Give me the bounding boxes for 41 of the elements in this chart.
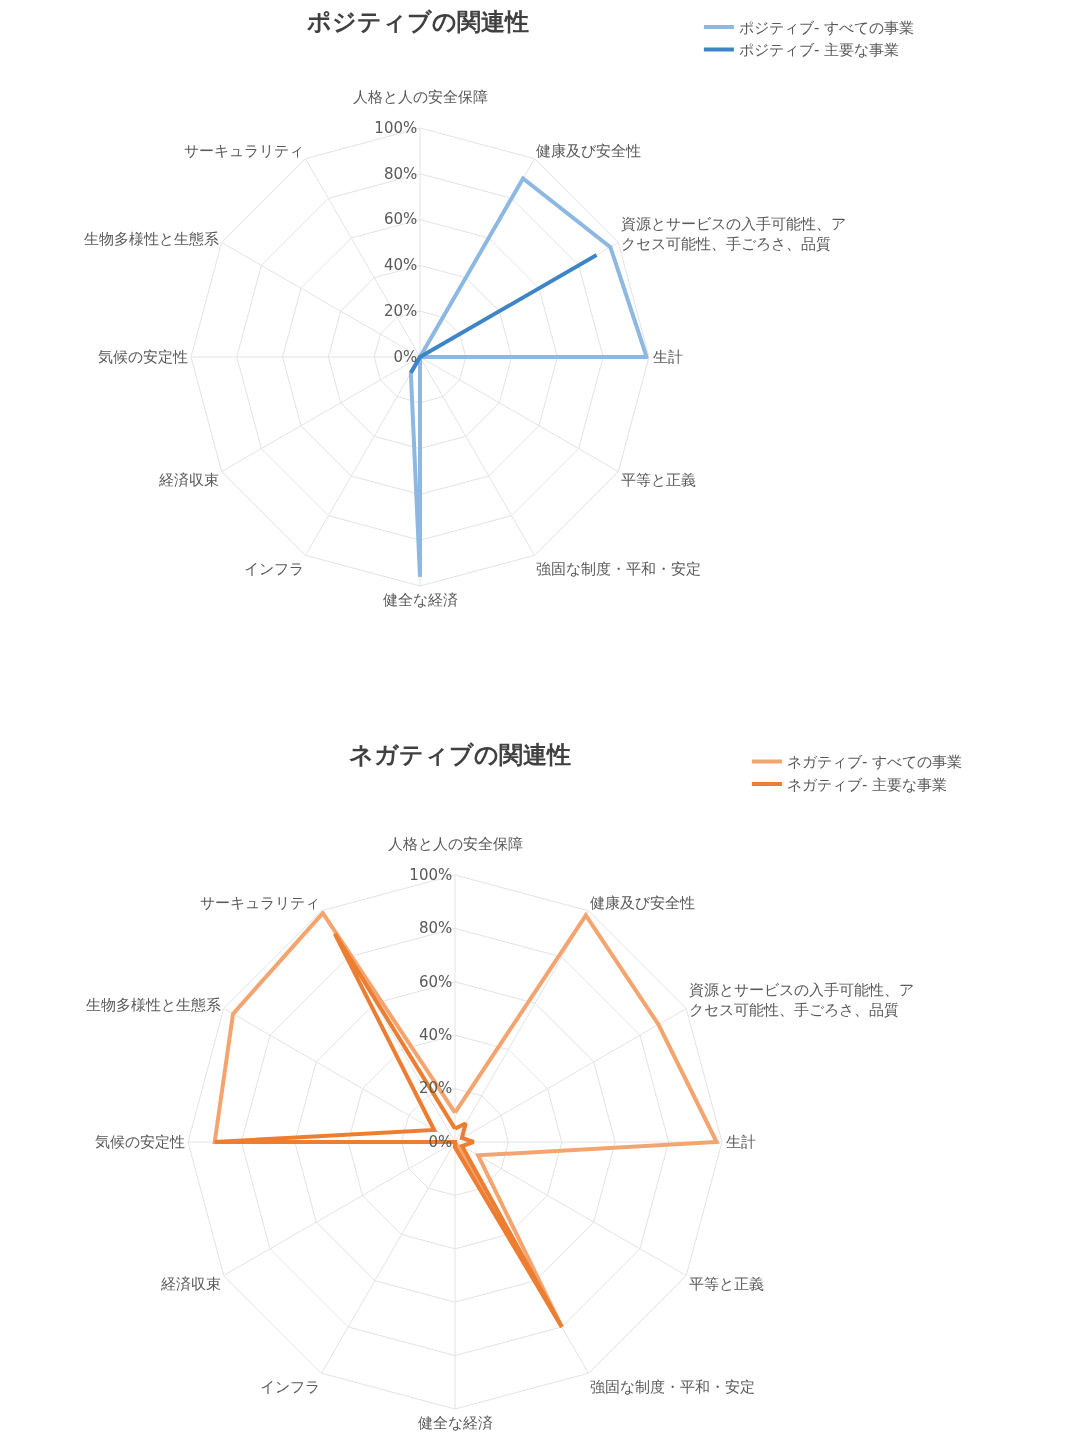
- chart-title: ネガティブの関連性: [349, 741, 571, 770]
- spoke-label: 健康及び安全性: [536, 141, 642, 160]
- y-tick-label: 80%: [418, 919, 453, 938]
- spoke-label: 生物多様性と生態系: [85, 995, 221, 1014]
- spoke-label: 強固な制度・平和・安定: [590, 1377, 756, 1396]
- y-tick-label: 40%: [383, 256, 418, 275]
- y-tick-label: 100%: [409, 865, 453, 884]
- legend-label: ネガティブ- すべての事業: [786, 753, 963, 772]
- spoke-label: 平等と正義: [689, 1275, 765, 1294]
- spoke-label: インフラ: [259, 1377, 320, 1396]
- legend-label: ポジティブ- すべての事業: [738, 18, 915, 37]
- spoke-label: 生計: [652, 348, 683, 367]
- legend-label: ネガティブ- 主要な事業: [786, 775, 948, 794]
- spoke-label: サーキュラリティ: [199, 893, 320, 912]
- spoke-label: 資源とサービスの入手可能性、アクセス可能性、手ごろさ、品質: [689, 981, 915, 1019]
- spoke-label: 健全な経済: [417, 1413, 493, 1432]
- spoke-label: 健全な経済: [382, 590, 458, 609]
- chart-title: ポジティブの関連性: [306, 8, 529, 37]
- spoke-label: 健康及び安全性: [590, 893, 696, 912]
- spoke-label: 人格と人の安全保障: [352, 88, 488, 106]
- spoke-label: 経済収束: [159, 1275, 221, 1294]
- y-tick-label: 60%: [383, 210, 418, 229]
- spoke-label: 資源とサービスの入手可能性、アクセス可能性、手ごろさ、品質: [621, 215, 847, 253]
- spoke-label: 気候の安定性: [94, 1133, 185, 1152]
- y-tick-label: 0%: [428, 1132, 453, 1151]
- spoke-label: 人格と人の安全保障: [387, 835, 523, 853]
- spoke-label: 平等と正義: [621, 471, 697, 490]
- spoke-label: 経済収束: [157, 471, 219, 490]
- spoke-label: 強固な制度・平和・安定: [536, 559, 702, 578]
- y-tick-label: 0%: [393, 347, 418, 366]
- spoke-label: 生物多様性と生態系: [83, 229, 219, 248]
- y-tick-label: 20%: [383, 302, 418, 321]
- y-tick-label: 40%: [418, 1026, 453, 1045]
- y-tick-label: 80%: [383, 164, 418, 183]
- legend-label: ポジティブ- 主要な事業: [738, 41, 900, 60]
- spoke-label: インフラ: [243, 559, 304, 578]
- spoke-label: サーキュラリティ: [183, 141, 304, 160]
- spoke-label: 気候の安定性: [97, 348, 188, 367]
- y-tick-label: 60%: [418, 972, 453, 991]
- spoke-label: 生計: [725, 1133, 756, 1152]
- y-tick-label: 100%: [374, 118, 418, 137]
